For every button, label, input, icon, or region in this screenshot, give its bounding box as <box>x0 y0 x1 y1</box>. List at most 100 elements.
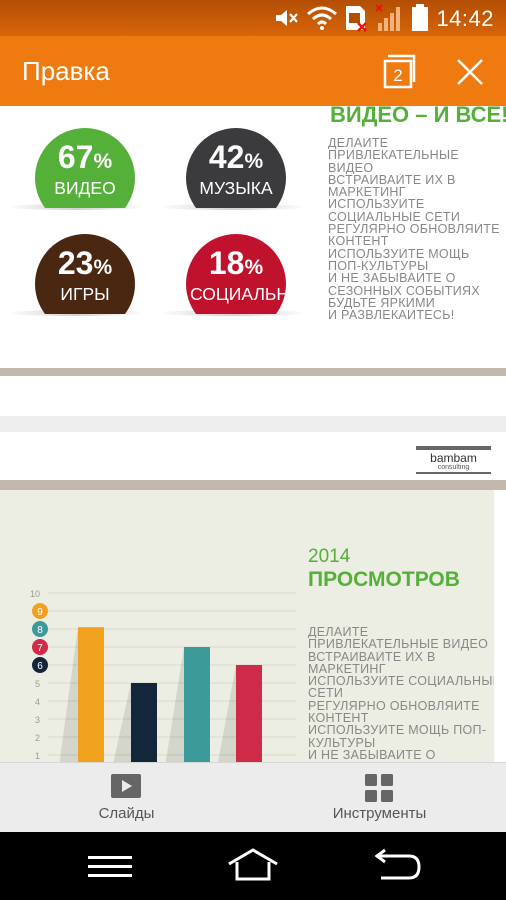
y-tick-label: 1 <box>35 751 40 761</box>
stat-unit: % <box>244 150 264 173</box>
bar <box>236 665 262 762</box>
menu-icon <box>88 856 132 877</box>
stat-value: 18 <box>208 245 245 281</box>
bar <box>184 647 210 762</box>
legend-badge-label: 7 <box>37 643 43 654</box>
play-slides-icon <box>111 774 141 798</box>
bullet-line: И НЕ ЗАБЫВАЙТЕ О <box>308 748 436 762</box>
bullet-line: КОНТЕНТ <box>328 235 389 248</box>
stat-disc <box>35 128 135 208</box>
legend-badge <box>32 603 48 619</box>
y-tick-label: 3 <box>35 715 40 725</box>
close-button[interactable] <box>450 52 490 92</box>
page-count: 2 <box>393 66 402 85</box>
legend-badge <box>32 639 48 655</box>
y-tick-label: 10 <box>30 589 40 599</box>
bullet-line: ПОП-КУЛЬТУРЫ <box>328 259 429 273</box>
menu-button[interactable] <box>80 846 140 886</box>
y-tick-label: 4 <box>35 697 40 707</box>
bullet-line: ИСПОЛЬЗУЙТЕ МОЩЬ ПОП- <box>308 724 487 737</box>
signal-icon <box>375 4 400 31</box>
stat-label: МУЗЫКА <box>199 178 273 198</box>
y-tick-label: 5 <box>35 679 40 689</box>
bullet-line: ВИДЕО <box>328 161 374 174</box>
page-gap <box>0 416 506 432</box>
bullet-line: СЕЗОННЫХ СОБЫТИЯХ <box>328 284 480 297</box>
stat-label: ИГРЫ <box>60 284 110 304</box>
legend-badge-label: 9 <box>37 607 43 618</box>
bullet-line: БУДЬТЕ ЯРКИМИ <box>328 296 436 310</box>
logo-sub: consulting <box>437 464 470 471</box>
stat-disc <box>186 234 286 314</box>
bullet-line: КОНТЕНТ <box>308 712 369 725</box>
bar-shadow <box>59 627 78 762</box>
system-nav-bar <box>0 832 506 900</box>
y-tick-label: 2 <box>35 733 40 743</box>
slide-bottom-strip <box>0 376 506 416</box>
stat-value: 42 <box>208 139 245 175</box>
grid-tools-icon <box>365 774 393 802</box>
slides-button[interactable]: Слайды <box>0 763 253 833</box>
bar-chart: 123456789109876 <box>30 589 296 762</box>
stat-disc <box>35 234 135 314</box>
bar-shadow <box>113 683 131 762</box>
slide-title: ВИДЕО – И ВСЕ! <box>330 106 506 127</box>
bullet-line: ИСПОЛЬЗУЙТЕ СОЦИАЛЬНЫЕ <box>308 675 494 688</box>
slide-divider <box>0 368 506 376</box>
stat-music: 42% МУЗЫКА <box>186 128 286 208</box>
mute-icon <box>276 10 298 26</box>
battery-icon <box>412 4 428 31</box>
close-icon <box>457 59 483 85</box>
bullet-line: СЕЗОННЫХ СОБЫТИЯХ <box>308 761 494 762</box>
status-bar: 14:42 <box>0 0 506 36</box>
bullet-line: ИСПОЛЬЗУЙТЕ МОЩЬ <box>328 247 470 260</box>
bullet-line: РЕГУЛЯРНО ОБНОВЛЯЙТЕ <box>328 223 500 236</box>
slide-bullets: ДЕЛАЙТЕ ПРИВЛЕКАТЕЛЬНЫЕ ВИДЕО ВСТРАИВАЙТЕ И… <box>328 137 506 321</box>
bottom-toolbar: Слайды Инструменты <box>0 762 506 832</box>
stat-unit: % <box>244 256 264 279</box>
bar-shadow <box>165 647 184 762</box>
bullet-line: ИСПОЛЬЗУЙТЕ <box>328 198 425 211</box>
home-icon <box>228 848 278 881</box>
bullet-line: И НЕ ЗАБЫВАЙТЕ О <box>328 272 456 285</box>
bullet-line: ДЕЛАЙТЕ <box>308 626 369 639</box>
slide-2[interactable]: 123456789109876 2014 ПРОСМОТРОВ ДЕЛАЙТЕП… <box>0 490 494 762</box>
stat-disc <box>186 128 286 208</box>
document-view[interactable]: 67% ВИДЕО 42% МУЗЫКА 23% ИГРЫ 18% СОЦИАЛ… <box>0 106 506 762</box>
tools-button[interactable]: Инструменты <box>253 763 506 833</box>
stat-video: 67% ВИДЕО <box>35 128 135 208</box>
pages-icon: 2 <box>383 54 416 89</box>
company-logo: bambam consulting <box>416 446 491 474</box>
legend-badge-label: 6 <box>37 661 43 672</box>
app-bar: Правка 2 <box>0 36 506 106</box>
bullet-line: СОЦИАЛЬНЫЕ СЕТИ <box>328 210 461 224</box>
bullet-line: МАРКЕТИНГ <box>308 662 386 676</box>
stat-label: ВИДЕО <box>54 178 116 198</box>
home-button[interactable] <box>223 846 283 886</box>
bullet-line: РЕГУЛЯРНО ОБНОВЛЯЙТЕ <box>308 699 480 713</box>
stat-unit: % <box>93 150 113 173</box>
stat-value: 23 <box>57 245 94 281</box>
bullet-line: И РАЗВЛЕКАЙТЕСЬ! <box>328 309 455 322</box>
slides-label: Слайды <box>98 805 155 822</box>
bullet-line: ДЕЛАЙТЕ <box>328 137 389 150</box>
back-button[interactable] <box>365 846 425 886</box>
bar <box>78 627 104 762</box>
bullet-line: ВСТРАИВАЙТЕ ИХ В <box>308 650 436 663</box>
page-title: Правка <box>22 56 110 86</box>
stat-label: СОЦИАЛЬНЫЕ <box>190 284 286 304</box>
bullet-line: МАРКЕТИНГ <box>328 186 406 199</box>
stat-unit: % <box>93 256 113 279</box>
slide-1[interactable]: 67% ВИДЕО 42% МУЗЫКА 23% ИГРЫ 18% СОЦИАЛ… <box>0 106 506 368</box>
stat-games: 23% ИГРЫ <box>35 234 135 314</box>
slide-title: ПРОСМОТРОВ <box>308 568 460 591</box>
bullet-line: СЕТИ <box>308 687 344 700</box>
legend-badge <box>32 621 48 637</box>
wifi-icon <box>307 6 337 30</box>
legend-badge <box>32 657 48 673</box>
slide-bullets: ДЕЛАЙТЕ ПРИВЛЕКАТЕЛЬНЫЕ ВИДЕО ВСТРАИВАЙТЕ … <box>308 626 494 762</box>
slide-header-strip: bambam consulting <box>0 432 506 480</box>
stat-social: 18% СОЦИАЛЬНЫЕ <box>186 234 286 314</box>
pages-button[interactable]: 2 <box>380 52 420 92</box>
bullet-line: ВСТРАИВАЙТЕ ИХ В <box>328 173 456 187</box>
